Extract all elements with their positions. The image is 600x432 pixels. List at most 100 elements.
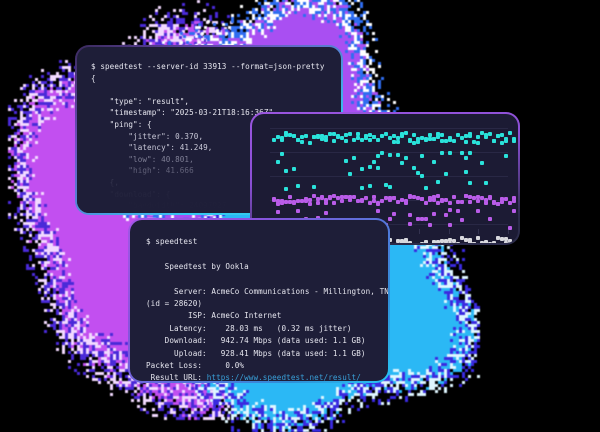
- data-dot: [324, 211, 328, 215]
- data-dot: [468, 238, 472, 242]
- data-dot: [512, 199, 516, 203]
- data-dot: [488, 217, 492, 221]
- data-dot: [392, 196, 396, 200]
- data-dot: [420, 154, 424, 158]
- data-dot: [392, 212, 396, 216]
- data-dot: [404, 156, 408, 160]
- data-dot: [372, 199, 376, 203]
- data-dot: [404, 240, 408, 243]
- data-dot: [476, 209, 480, 213]
- data-dot: [300, 135, 304, 139]
- data-dot: [504, 197, 508, 201]
- data-dot: [280, 152, 284, 156]
- data-dot: [376, 209, 380, 213]
- data-dot: [440, 139, 444, 143]
- data-dot: [388, 153, 392, 157]
- data-dot: [508, 239, 512, 243]
- data-dot: [292, 134, 296, 138]
- data-dot: [500, 200, 504, 204]
- data-dot: [496, 202, 500, 206]
- data-dot: [312, 185, 316, 189]
- data-dot: [448, 136, 452, 140]
- data-dot: [504, 139, 508, 143]
- data-dot: [332, 139, 336, 143]
- data-dot: [464, 156, 468, 160]
- data-dot: [468, 181, 472, 185]
- data-dot: [360, 167, 364, 171]
- data-dot: [472, 196, 476, 200]
- data-dot: [344, 159, 348, 163]
- data-dot: [336, 135, 340, 139]
- data-dot: [332, 194, 336, 198]
- dot-plot-gridline: [270, 128, 508, 129]
- data-dot: [288, 133, 292, 137]
- data-dot: [436, 240, 440, 243]
- result-terminal-body: $ speedtest Speedtest by Ookla Server: A…: [130, 220, 388, 381]
- dot-plot-tick: [448, 229, 450, 234]
- data-dot: [464, 140, 468, 144]
- data-dot: [492, 201, 496, 205]
- data-dot: [368, 133, 372, 137]
- data-dot: [416, 171, 420, 175]
- data-dot: [424, 240, 428, 243]
- data-dot: [344, 139, 348, 143]
- result-url-link[interactable]: https://www.speedtest.net/result/ c/2d74…: [206, 373, 361, 381]
- data-dot: [384, 196, 388, 200]
- data-dot: [320, 195, 324, 199]
- dot-plot-tick: [418, 229, 420, 234]
- data-dot: [500, 141, 504, 145]
- data-dot: [484, 240, 488, 243]
- data-dot: [316, 201, 320, 205]
- data-dot: [280, 201, 284, 205]
- data-dot: [480, 131, 484, 135]
- data-dot: [476, 236, 480, 240]
- data-dot: [500, 237, 504, 241]
- data-dot: [484, 181, 488, 185]
- data-dot: [512, 139, 516, 143]
- data-dot: [324, 138, 328, 142]
- data-dot: [320, 134, 324, 138]
- data-dot: [292, 167, 296, 171]
- data-dot: [488, 132, 492, 136]
- data-dot: [440, 198, 444, 202]
- data-dot: [488, 195, 492, 199]
- data-dot: [348, 132, 352, 136]
- data-dot: [508, 201, 512, 205]
- data-dot: [372, 195, 376, 199]
- data-dot: [504, 241, 508, 243]
- data-dot: [492, 241, 496, 243]
- data-dot: [468, 151, 472, 155]
- data-dot: [496, 134, 500, 138]
- data-dot: [448, 138, 452, 142]
- data-dot: [500, 197, 504, 201]
- data-dot: [288, 195, 292, 199]
- speedtest-result-terminal[interactable]: $ speedtest Speedtest by Ookla Server: A…: [128, 218, 390, 383]
- data-dot: [376, 138, 380, 142]
- data-dot: [456, 200, 460, 204]
- data-dot: [480, 242, 484, 243]
- data-dot: [400, 241, 404, 243]
- data-dot: [272, 198, 276, 202]
- data-dot: [416, 137, 420, 141]
- data-dot: [408, 241, 412, 243]
- data-dot: [380, 151, 384, 155]
- data-dot: [432, 212, 436, 216]
- data-dot: [324, 135, 328, 139]
- data-dot: [476, 195, 480, 199]
- data-dot: [348, 195, 352, 199]
- data-dot: [416, 217, 420, 221]
- data-dot: [288, 200, 292, 204]
- data-dot: [368, 138, 372, 142]
- data-dot: [408, 195, 412, 199]
- data-dot: [328, 195, 332, 199]
- data-dot: [308, 202, 312, 206]
- data-dot: [388, 185, 392, 189]
- data-dot: [508, 226, 512, 230]
- data-dot: [448, 223, 452, 227]
- data-dot: [312, 194, 316, 198]
- data-dot: [388, 217, 392, 221]
- data-dot: [428, 137, 432, 141]
- data-dot: [324, 201, 328, 205]
- data-dot: [440, 151, 444, 155]
